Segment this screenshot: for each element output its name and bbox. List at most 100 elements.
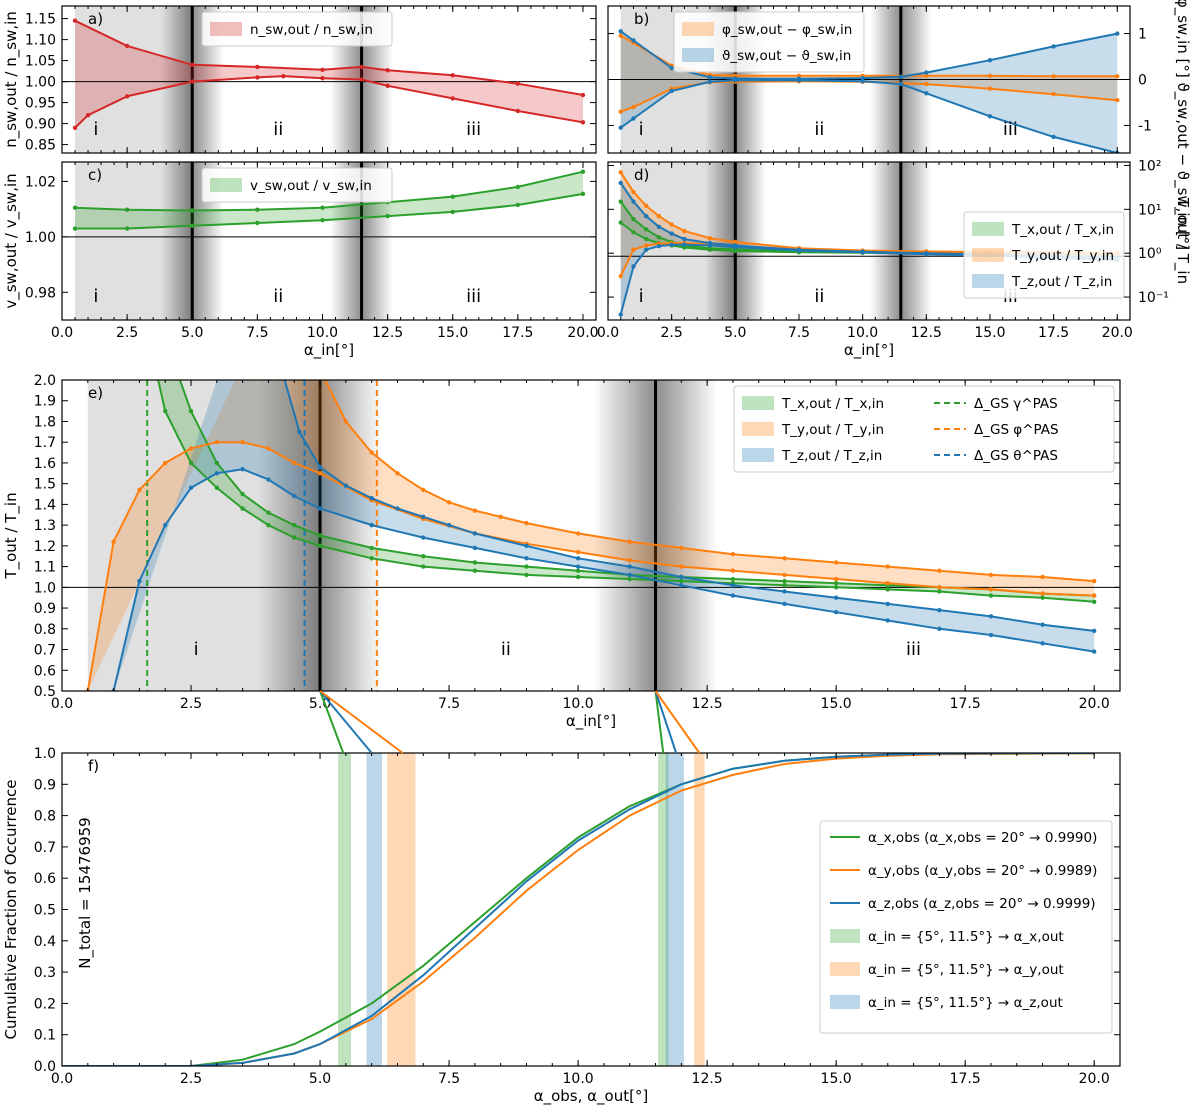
data-point: [643, 247, 649, 252]
legend-label: T_z,out / T_z,in: [781, 448, 882, 464]
x-tick-label: 17.5: [950, 696, 981, 712]
data-point: [833, 595, 839, 600]
x-axis-label: α_obs, α_out[°]: [534, 1087, 649, 1106]
data-point: [72, 18, 78, 23]
y-tick-label: 10⁻¹: [1138, 290, 1169, 306]
data-point: [575, 531, 581, 536]
connector-line: [654, 690, 701, 754]
y-tick-label: 0.6: [34, 871, 56, 887]
data-point: [679, 564, 684, 569]
data-point: [266, 446, 271, 451]
legend: T_x,out / T_x,in T_y,out / T_y,in T_z,out …: [733, 385, 1115, 473]
transition-fade-in: [160, 6, 193, 153]
x-tick-label: 10.0: [847, 325, 878, 341]
legend-swatch: [830, 929, 860, 943]
data-point: [580, 169, 586, 174]
data-point: [627, 558, 632, 563]
transition-fade-in: [593, 380, 656, 691]
data-point: [240, 466, 245, 472]
data-point: [72, 205, 78, 210]
legend-swatch: [210, 178, 242, 192]
x-tick-label: 12.5: [692, 696, 723, 712]
data-point: [266, 477, 271, 482]
data-point: [1051, 134, 1056, 140]
x-tick-label: 2.5: [180, 696, 202, 712]
data-point: [188, 408, 194, 414]
data-point: [860, 250, 865, 255]
band-upper: [75, 20, 583, 128]
data-point: [618, 125, 623, 130]
y-tick-label: 1.1: [34, 560, 56, 576]
data-point: [937, 607, 942, 613]
legend-label: α_x,obs (α_x,obs = 20° → 0.9990): [868, 830, 1097, 846]
y-tick-label: 1.15: [25, 12, 56, 28]
plot-area-c: [62, 162, 596, 320]
x-axis-label: α_in[°]: [844, 341, 894, 360]
data-point: [72, 125, 78, 130]
legend-label: α_in = {5°, 11.5°} → α_y,out: [868, 962, 1064, 978]
panel-label: d): [634, 166, 649, 184]
y-tick-label: 0: [1138, 73, 1147, 89]
data-point: [240, 491, 245, 497]
data-point: [124, 94, 130, 99]
y-tick-label: 1.8: [34, 414, 56, 430]
data-point: [163, 522, 168, 528]
data-point: [669, 88, 674, 94]
data-point: [575, 568, 581, 573]
data-point: [679, 574, 684, 580]
data-point: [707, 243, 713, 248]
legend-label: T_y,out / T_y,in: [781, 422, 884, 438]
x-tick-label: 7.5: [788, 325, 810, 341]
data-point: [782, 556, 787, 561]
series-line-theta-upper: [620, 30, 1118, 80]
series-line-Tz-lower: [112, 468, 1095, 691]
data-point: [618, 33, 623, 39]
legend-label: φ_sw,out − φ_sw,in: [722, 22, 852, 38]
y-tick-label: 2.0: [34, 373, 56, 389]
panel-label: c): [88, 166, 102, 184]
transition-fade-out: [655, 380, 718, 691]
data-point: [679, 583, 684, 588]
axes-frame: [61, 161, 597, 321]
x-tick-label: 10.0: [563, 1071, 594, 1087]
data-point: [885, 564, 890, 569]
data-point: [277, 357, 281, 361]
data-point: [111, 539, 116, 544]
data-point: [446, 522, 452, 528]
data-point: [124, 43, 130, 49]
data-point: [682, 236, 687, 242]
data-point: [575, 574, 581, 580]
band-theta-upper: [620, 31, 1118, 153]
data-point: [255, 75, 260, 80]
data-point: [385, 68, 390, 73]
data-point: [472, 568, 478, 573]
legend-swatch: [972, 222, 1004, 236]
plot-area-b: [608, 6, 1130, 153]
data-point: [369, 522, 374, 528]
data-point: [669, 242, 674, 248]
y-axis-label: φ_sw,out − φ_sw,in [°] ϑ_sw,out − ϑ_sw,i…: [1173, 0, 1192, 250]
x-tick-label: 12.5: [372, 325, 403, 341]
panel-f: 0.0 2.5 5.0 7.5 10.0 12.5 15.0 17.5 20.0 0.0 0.1 0.…: [2, 746, 1121, 1106]
x-tick-label: 10.0: [563, 696, 594, 712]
legend-swatch: [830, 995, 860, 1009]
data-point: [796, 248, 802, 253]
legend-label: T_x,out / T_x,in: [1011, 222, 1114, 238]
legend-label: Δ_GS γ^PAS: [974, 396, 1058, 412]
y-axis-label: n_sw,out / n_sw,in: [2, 11, 21, 148]
legend-swatch: [972, 274, 1004, 288]
data-point: [730, 593, 736, 598]
panel-label: f): [88, 757, 99, 775]
y-tick-label: 0.9: [34, 601, 56, 617]
data-point: [618, 29, 623, 34]
data-point: [833, 576, 839, 582]
occurrence-span: [366, 753, 382, 1066]
x-tick-label: 10.0: [307, 325, 338, 341]
data-point: [580, 191, 586, 197]
y-tick-label: 1.05: [25, 54, 56, 70]
data-point: [618, 109, 623, 114]
x-axis-label: α_in[°]: [304, 341, 354, 360]
data-point: [472, 560, 478, 565]
data-point: [833, 560, 839, 565]
